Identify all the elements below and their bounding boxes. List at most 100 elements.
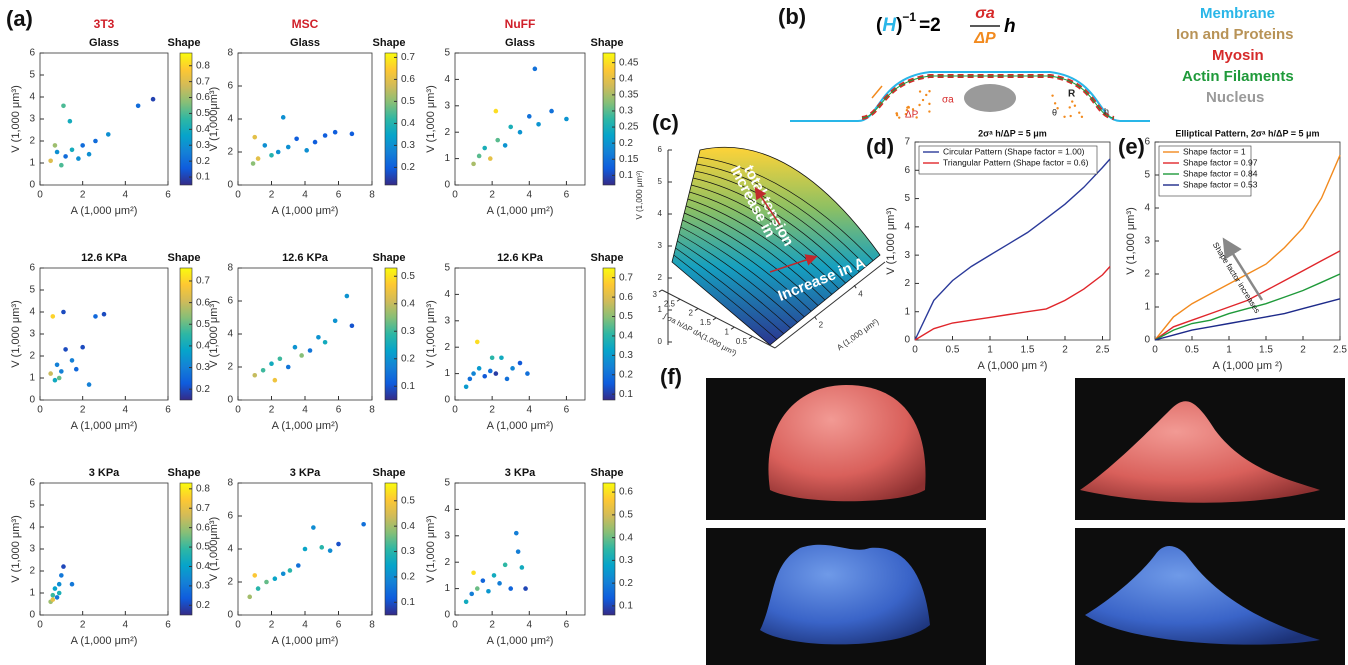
- point: [61, 104, 66, 109]
- point: [503, 563, 508, 568]
- y-tick-label: 1: [1144, 302, 1150, 313]
- colorbar-tick-label: 0.4: [619, 331, 633, 342]
- colorbar-label: Shape: [590, 252, 623, 264]
- y-tick-label: 6: [227, 296, 233, 307]
- legend-label: Ion and Proteins: [1176, 26, 1294, 43]
- y-axis-label: V (1,000 μm³): [10, 515, 22, 582]
- ion-dot: [928, 110, 930, 112]
- point: [486, 589, 491, 594]
- y-tick-label: 0: [444, 180, 450, 191]
- point: [508, 125, 513, 130]
- ion-dot: [1069, 106, 1071, 108]
- point: [151, 97, 156, 102]
- legend-label: Nucleus: [1206, 89, 1264, 106]
- point: [136, 104, 141, 109]
- x-tick-label: 6: [165, 190, 171, 201]
- point: [264, 580, 269, 585]
- point: [48, 159, 53, 164]
- x-tick-label: 4: [527, 620, 533, 631]
- chart-title: 12.6 KPa: [81, 252, 128, 264]
- point: [350, 132, 355, 137]
- axes-frame: [455, 483, 585, 615]
- colorbar-tick-label: 0.7: [196, 276, 210, 287]
- y-tick-label: 0: [904, 335, 910, 346]
- x-tick-label: 1: [1226, 345, 1232, 356]
- x-tick-label: 4: [302, 405, 308, 416]
- axes-frame: [455, 268, 585, 400]
- point: [499, 355, 504, 360]
- colorbar-tick-label: 0.3: [619, 106, 633, 117]
- point: [319, 545, 324, 550]
- point: [252, 135, 257, 140]
- point: [63, 347, 68, 352]
- point: [80, 345, 85, 350]
- colorbar: [180, 53, 192, 185]
- point: [468, 377, 473, 382]
- point: [269, 153, 274, 158]
- y-tick: [695, 309, 698, 311]
- ion-dot: [1063, 116, 1065, 118]
- z-tick-label: 0: [658, 337, 663, 346]
- colorbar-tick-label: 0.3: [401, 326, 415, 337]
- y-tick-label: 0: [29, 610, 35, 621]
- ion-dot: [1074, 105, 1076, 107]
- y-tick-label: 3: [29, 544, 35, 555]
- x-tick-label: 2: [489, 405, 495, 416]
- chart-title: 3 KPa: [290, 467, 321, 479]
- legend-label: Membrane: [1200, 5, 1275, 22]
- colorbar-tick-label: 0.1: [401, 597, 415, 608]
- arrow: [872, 86, 882, 98]
- legend-label: Shape factor = 0.53: [1183, 179, 1258, 189]
- y-tick-label: 1: [904, 306, 910, 317]
- x-tick-label: 6: [336, 620, 342, 631]
- y-tick-label: 2: [904, 278, 910, 289]
- point: [80, 143, 85, 148]
- point: [482, 146, 487, 151]
- colorbar-label: Shape: [372, 467, 405, 479]
- y-tick-label: 8: [227, 48, 233, 59]
- point: [323, 133, 328, 138]
- formula: h: [1004, 16, 1016, 37]
- y-tick-label: 5: [29, 500, 35, 511]
- point: [51, 593, 56, 598]
- x-tick-label: 4: [527, 405, 533, 416]
- y-tick-label: 8: [227, 263, 233, 274]
- colorbar-tick-label: 0.25: [619, 122, 639, 133]
- x-tick-label: 0: [235, 620, 241, 631]
- x-tick-label: 4: [123, 620, 129, 631]
- cell-diagram: ΔP σa R θ h (H)−1=2 σa ΔP h Membrane Ion…: [790, 5, 1294, 121]
- point: [63, 154, 68, 159]
- point: [53, 143, 58, 148]
- point: [76, 156, 81, 161]
- y-axis-label: V (1,000 μm³): [1125, 207, 1137, 274]
- cell-type: NuFF: [505, 17, 536, 31]
- point: [53, 378, 58, 383]
- x-tick-label: 2.5: [1096, 345, 1110, 356]
- x-tick-label: 0: [235, 190, 241, 201]
- x-axis-label: A (1,000 μm²): [272, 205, 339, 217]
- chart-title: Glass: [505, 37, 535, 49]
- colorbar-tick-label: 0.5: [619, 510, 633, 521]
- ion-dot: [928, 90, 930, 92]
- point: [527, 114, 532, 119]
- x-axis-label: A (1,000 μm²): [487, 420, 554, 432]
- z-tick-label: 5: [658, 177, 663, 186]
- y-axis-label: V (1,000μm³): [208, 87, 220, 151]
- colorbar-tick-label: 0.45: [619, 57, 639, 68]
- x-axis-label: A (1,000 μm²): [487, 205, 554, 217]
- y-tick-label: 2.5: [664, 299, 676, 308]
- z-tick-label: 1: [658, 305, 663, 314]
- y-tick-label: 1: [444, 153, 450, 164]
- point: [518, 130, 523, 135]
- y-tick-label: 3: [1144, 236, 1150, 247]
- colorbar-label: Shape: [167, 37, 200, 49]
- colorbar-tick-label: 0.2: [196, 600, 210, 611]
- panel-label: (c): [652, 110, 679, 135]
- point: [471, 371, 476, 376]
- y-tick-label: 0.5: [736, 337, 748, 346]
- cell-renders: [706, 378, 1345, 665]
- y-tick-label: 4: [29, 307, 35, 318]
- y-tick-label: 0: [29, 180, 35, 191]
- x-tick-label: 4: [858, 289, 863, 298]
- y-axis-label: V (1,000 μm³): [10, 85, 22, 152]
